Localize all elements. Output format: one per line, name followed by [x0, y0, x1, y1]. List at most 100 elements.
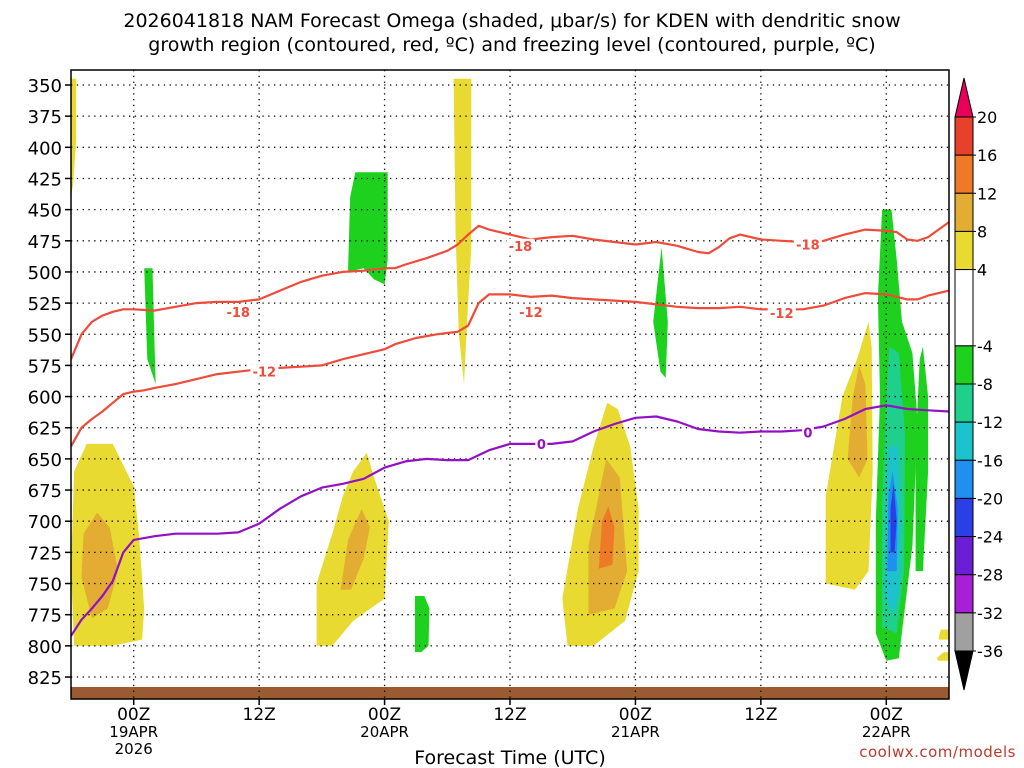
colorbar-bin-7 — [954, 383, 974, 423]
series-label-bg-1-0 — [250, 364, 279, 379]
omega-region-sinking-21apr — [653, 247, 668, 378]
series-label-bg-2-0 — [535, 436, 548, 451]
isotherm-lines — [71, 221, 949, 637]
series-label-bg-2-1 — [801, 425, 814, 440]
omega-region-sinking-19apr — [144, 268, 156, 385]
y-tick-label-650: 650 — [28, 450, 62, 471]
series-label-2-0: 0 — [537, 438, 546, 453]
colorbar-label-11: -28 — [977, 566, 1003, 585]
y-tick-label-700: 700 — [28, 512, 62, 533]
colorbar-bin-3 — [954, 192, 974, 232]
series-line-2 — [71, 404, 949, 637]
colorbar-label-12: -32 — [977, 604, 1003, 623]
colorbar-label-9: -20 — [977, 489, 1003, 508]
x-tick-label-18: 12Z — [243, 705, 276, 725]
colorbar-label-6: -8 — [977, 375, 993, 394]
colorbar-label-4: 4 — [977, 261, 987, 280]
y-tick-label-375: 375 — [28, 107, 62, 128]
colorbar-bin-5 — [954, 269, 974, 347]
omega-region-sinking-20apr-low — [414, 596, 430, 653]
site-credit[interactable]: coolwx.com/models — [859, 743, 1016, 761]
x-tick-date-6: 19APR — [109, 723, 158, 741]
y-tick-label-550: 550 — [28, 325, 62, 346]
colorbar-label-0: 20 — [977, 108, 997, 127]
omega-region-rising-edge-22apr — [938, 629, 949, 640]
plot-area: -18 -18 -18 -12 -12 -12 0 0 — [70, 69, 950, 700]
omega-region-rising-edge-top — [71, 78, 77, 198]
chart-title-line2: growth region (contoured, red, ºC) and f… — [148, 34, 875, 56]
series-label-bg-0-1 — [506, 238, 535, 253]
colorbar-bin-1 — [954, 116, 974, 156]
colorbar-bin-13 — [954, 612, 974, 652]
y-tick-label-625: 625 — [28, 419, 62, 440]
colorbar: 20 16 12 8 4 -4 -8 -12 -16 -20 -24 -28 -32 -36 — [954, 77, 1003, 691]
series-label-0-0: -18 — [226, 306, 250, 321]
series-label-bg-0-2 — [793, 237, 822, 252]
colorbar-label-8: -16 — [977, 451, 1003, 470]
series-label-bg-1-1 — [516, 304, 545, 319]
omega-region-rising-20apr-core — [340, 508, 370, 590]
series-line-0 — [71, 221, 949, 360]
y-tick-label-350: 350 — [28, 76, 62, 97]
omega-shaded-regions — [71, 78, 949, 661]
y-tick-label-800: 800 — [28, 637, 62, 658]
colorbar-bin-2 — [954, 154, 974, 194]
x-tick-label-6: 00Z — [117, 705, 150, 725]
x-tick-date-54: 21APR — [611, 723, 660, 741]
colorbar-label-5: -4 — [977, 337, 993, 356]
omega-region-rising-column — [453, 78, 472, 385]
colorbar-bin-9 — [954, 459, 974, 499]
y-tick-label-600: 600 — [28, 388, 62, 409]
colorbar-label-13: -36 — [977, 642, 1003, 661]
y-tick-label-775: 775 — [28, 606, 62, 627]
series-label-1-2: -12 — [770, 307, 794, 322]
y-tick-label-500: 500 — [28, 263, 62, 284]
x-tick-date-30: 20APR — [360, 723, 409, 741]
x-tick-label-66: 12Z — [744, 705, 777, 725]
omega-region-sinking-22apr-24 — [890, 483, 897, 553]
y-axis: 350 375 400 425 450 475 500 525 550 575 600 625 650 6… — [28, 76, 71, 689]
x-tick-year-6: 2026 — [115, 740, 153, 758]
series-label-1-1: -12 — [519, 306, 543, 321]
colorbar-label-3: 8 — [977, 222, 987, 241]
omega-region-sinking-22apr-right — [915, 346, 929, 572]
y-tick-label-450: 450 — [28, 201, 62, 222]
x-tick-label-54: 00Z — [619, 705, 652, 725]
series-label-2-1: 0 — [803, 427, 812, 442]
x-tick-label-78: 00Z — [870, 705, 903, 725]
x-axis-title: Forecast Time (UTC) — [414, 747, 605, 768]
y-tick-label-475: 475 — [28, 232, 62, 253]
ground-layer — [71, 687, 949, 699]
y-tick-label-525: 525 — [28, 294, 62, 315]
colorbar-label-2: 12 — [977, 184, 997, 203]
series-label-0-2: -18 — [796, 239, 820, 254]
chart-title-line1: 2026041818 NAM Forecast Omega (shaded, μ… — [123, 10, 900, 32]
colorbar-bin-10 — [954, 497, 974, 538]
y-tick-label-575: 575 — [28, 356, 62, 377]
omega-region-rising-19apr-core — [81, 512, 118, 619]
colorbar-bin-4 — [954, 230, 974, 271]
colorbar-arrow-top — [954, 77, 974, 118]
omega-region-rising-21apr-peak — [598, 506, 615, 569]
series-label-bg-1-2 — [767, 306, 796, 321]
omega-region-rising-22apr-core — [847, 365, 868, 478]
omega-region-sinking-20apr-mid — [348, 172, 388, 285]
ground-surface — [71, 687, 949, 699]
omega-region-rising-edge-22apr-b — [936, 652, 949, 661]
series-label-bg-0-0 — [224, 304, 253, 319]
colorbar-label-1: 16 — [977, 146, 997, 165]
y-tick-label-725: 725 — [28, 543, 62, 564]
colorbar-arrow-bottom — [954, 650, 974, 691]
y-tick-label-750: 750 — [28, 575, 62, 596]
grid-lines — [71, 70, 949, 699]
x-tick-date-78: 22APR — [862, 723, 911, 741]
x-tick-label-42: 12Z — [493, 705, 526, 725]
colorbar-bin-8 — [954, 421, 974, 461]
colorbar-bin-11 — [954, 536, 974, 576]
colorbar-bin-6 — [954, 345, 974, 385]
isotherm-labels: -18 -18 -18 -12 -12 -12 0 0 — [224, 237, 822, 453]
colorbar-bin-12 — [954, 574, 974, 614]
y-tick-label-675: 675 — [28, 481, 62, 502]
